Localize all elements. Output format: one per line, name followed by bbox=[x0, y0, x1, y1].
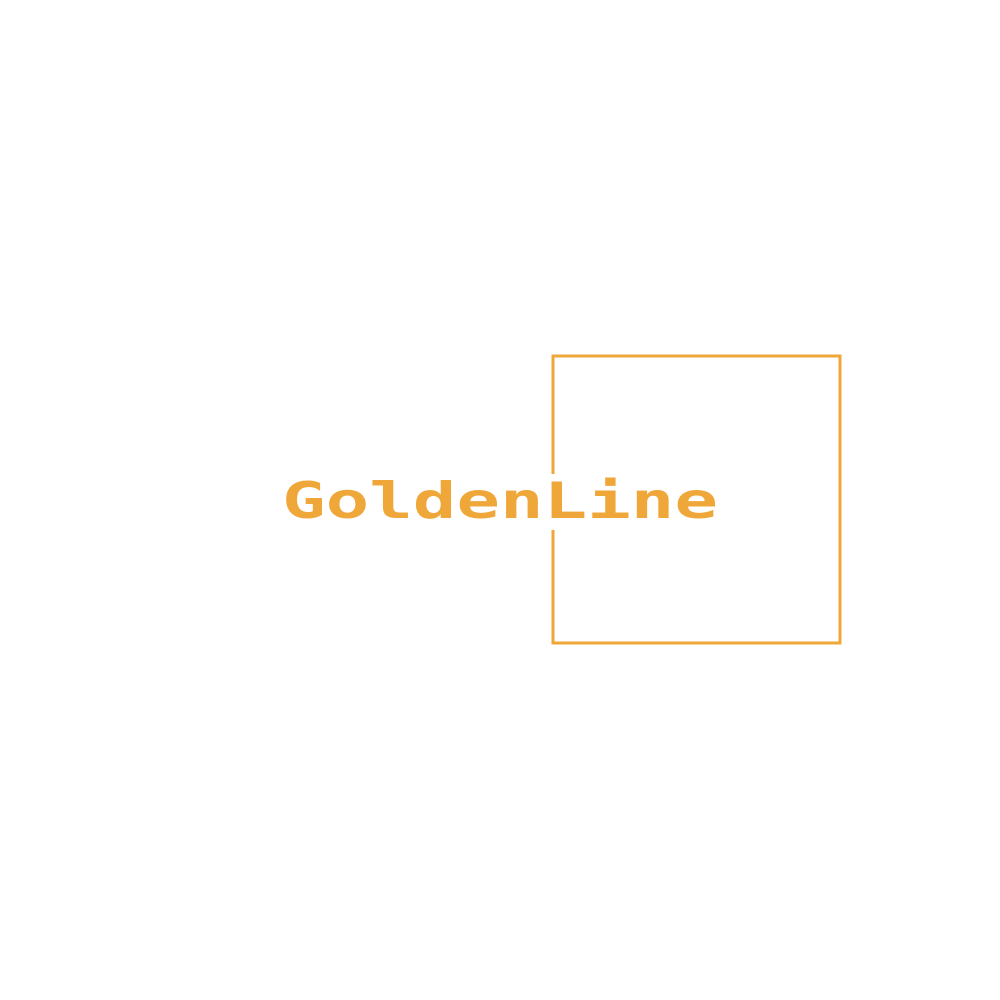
brand-wordmark: GoldenLine bbox=[282, 472, 718, 530]
text-knockout bbox=[546, 474, 560, 530]
